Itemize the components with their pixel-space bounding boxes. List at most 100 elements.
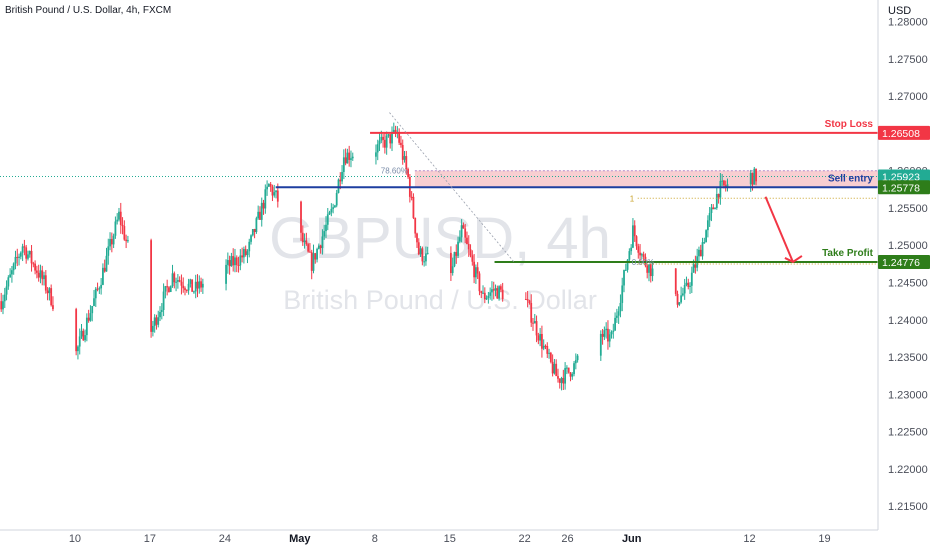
price-tick-label: 1.21500 xyxy=(888,501,928,513)
fib-marker-label: 1 xyxy=(630,194,635,203)
candle-body xyxy=(28,250,31,255)
candle-body xyxy=(566,367,568,369)
candle-body xyxy=(312,253,315,271)
candle-body xyxy=(114,221,117,236)
candle-body xyxy=(18,256,20,258)
candle-body xyxy=(96,288,99,290)
candle-body xyxy=(482,292,484,294)
candle-body xyxy=(483,292,486,300)
watermark-name: British Pound / U.S. Dollar xyxy=(283,285,597,315)
candle-body xyxy=(640,254,643,256)
candle-body xyxy=(617,311,620,316)
currency-label: USD xyxy=(888,5,911,17)
candle-body xyxy=(7,277,10,287)
candle-body xyxy=(457,241,459,256)
candle-body xyxy=(5,286,8,295)
candle-body xyxy=(560,377,563,383)
candle-body xyxy=(157,317,160,325)
candle-body xyxy=(112,235,115,245)
candle-body xyxy=(624,269,627,271)
candle-body xyxy=(689,285,691,287)
candle-body xyxy=(48,288,51,294)
candle-body xyxy=(524,298,527,300)
candle-body xyxy=(228,260,231,267)
candle-body xyxy=(182,285,185,289)
candle-body xyxy=(191,279,194,292)
candle-body xyxy=(346,152,349,164)
time-tick-label: Jun xyxy=(622,533,642,545)
candle-body xyxy=(196,281,199,289)
candle-body xyxy=(489,292,492,296)
price-tick-label: 1.23500 xyxy=(888,352,928,364)
candle-body xyxy=(185,289,188,291)
candle-body xyxy=(253,229,256,233)
time-tick-label: 24 xyxy=(219,533,231,545)
candle-body xyxy=(14,256,17,264)
candle-body xyxy=(94,288,97,299)
candle-body xyxy=(194,281,197,292)
candle-body xyxy=(494,288,497,291)
candle-body xyxy=(225,264,227,284)
time-axis-ticks[interactable]: 10 17 24 May 8 15 22 26 Jun 12 19 xyxy=(69,533,831,545)
candle-body xyxy=(110,239,113,245)
candle-body xyxy=(85,317,88,336)
candle-body xyxy=(719,180,722,198)
candle-body xyxy=(412,196,415,218)
candle-body xyxy=(574,360,577,364)
take-profit-price-badge-text: 1.24776 xyxy=(882,257,920,269)
candle-body xyxy=(405,156,408,170)
candle-body xyxy=(383,139,386,148)
candle-body xyxy=(499,286,502,290)
candle-body xyxy=(458,237,461,242)
candle-body xyxy=(310,252,313,271)
candle-body xyxy=(84,335,86,341)
candle-body xyxy=(699,249,702,257)
sell-zone-layer xyxy=(0,170,878,188)
candle-body xyxy=(723,180,725,186)
candle-body xyxy=(25,247,28,259)
levels-layer xyxy=(275,131,878,263)
candle-body xyxy=(464,228,467,238)
candle-body xyxy=(248,241,251,252)
candle-body xyxy=(681,293,684,296)
fib-label-bottom: 0.00% xyxy=(632,258,655,267)
candle-body xyxy=(646,265,649,273)
candle-body xyxy=(16,256,19,258)
candle-body xyxy=(562,377,565,384)
candle-body xyxy=(462,225,465,229)
candle-body xyxy=(23,246,26,248)
candle-body xyxy=(317,245,320,249)
candle-body xyxy=(330,208,333,213)
candle-body xyxy=(351,156,354,159)
candle-body xyxy=(417,242,420,255)
candle-body xyxy=(637,246,640,253)
candle-body xyxy=(89,313,92,321)
candle-body xyxy=(501,289,504,299)
candle-body xyxy=(264,189,267,209)
candle-body xyxy=(118,211,120,220)
candle-body xyxy=(269,184,272,187)
candle-body xyxy=(335,192,338,206)
fib-trend-line xyxy=(389,112,515,263)
price-tick-label: 1.25500 xyxy=(888,203,928,215)
candle-body xyxy=(546,346,549,354)
candle-body xyxy=(0,301,3,310)
candle-body xyxy=(453,252,456,267)
candle-body xyxy=(426,252,429,254)
candle-body xyxy=(485,297,488,300)
candle-body xyxy=(687,282,690,287)
time-tick-label: 26 xyxy=(561,533,573,545)
candle-body xyxy=(232,256,235,266)
candle-body xyxy=(193,291,195,293)
candle-body xyxy=(173,273,176,283)
candle-body xyxy=(573,363,575,375)
candle-body xyxy=(2,301,4,310)
candle-body xyxy=(153,317,156,326)
candle-body xyxy=(255,218,258,233)
candle-body xyxy=(46,290,49,294)
candle-body xyxy=(608,334,611,342)
candle-body xyxy=(532,322,534,324)
candle-body xyxy=(633,225,636,237)
